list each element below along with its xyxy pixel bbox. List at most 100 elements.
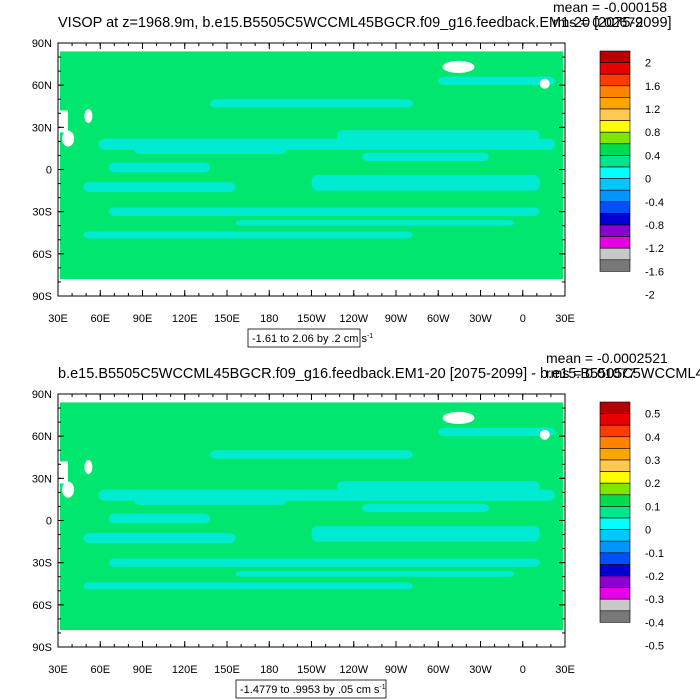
cyan-band — [235, 220, 515, 226]
x-tick-label: 120W — [339, 664, 368, 676]
x-tick-label: 90E — [133, 313, 153, 325]
panel-2-range-unit: -1 — [379, 684, 385, 691]
cyan-band — [108, 207, 540, 216]
colorbar-box — [599, 413, 631, 426]
colorbar-label: 2 — [645, 58, 651, 70]
svg-text:-1.4779 to .9953 by .05 cm s-1: -1.4779 to .9953 by .05 cm s-1 — [240, 684, 386, 696]
colorbar-label: -0.2 — [645, 571, 664, 583]
small-mask — [60, 461, 68, 484]
small-mask — [84, 109, 93, 124]
colorbar-box — [599, 575, 631, 588]
x-tick-label: 60W — [427, 664, 450, 676]
x-tick-label: 90W — [385, 313, 408, 325]
x-tick-label: 150E — [214, 664, 240, 676]
cyan-band — [362, 152, 489, 162]
cyan-band — [438, 427, 555, 437]
y-tick-label: 90N — [32, 389, 52, 401]
small-mask — [62, 130, 75, 147]
colorbar-label: -1.2 — [645, 243, 664, 255]
colorbar-label: -1.6 — [645, 266, 664, 278]
y-tick-label: 60N — [32, 431, 52, 443]
colorbar-box — [599, 459, 631, 472]
colorbar-box — [599, 598, 631, 612]
panel-1-title: VISOP at z=1968.9m, b.e15.B5505C5WCCML45… — [58, 15, 672, 31]
cyan-band — [362, 503, 489, 513]
colorbar-box — [599, 564, 631, 577]
cyan-band — [210, 99, 413, 108]
panel-2-map — [57, 393, 566, 648]
colorbar-box — [599, 62, 631, 75]
colorbar-label: 0 — [645, 525, 651, 537]
panel-1: VISOP at z=1968.9m, b.e15.B5505C5WCCML45… — [32, 0, 672, 348]
panel-2: b.e15.B5505C5WCCML45BGCR.f09_g16.feedbac… — [32, 350, 700, 699]
panel-1-yticks: 90N 60N 30N 0 30S 60S 90S — [32, 38, 565, 303]
colorbar-label: -0.4 — [645, 197, 664, 209]
panel-1-range-unit: -1 — [367, 333, 373, 340]
small-mask — [84, 460, 93, 475]
colorbar-box — [599, 482, 631, 496]
colorbar-label: 0.1 — [645, 501, 660, 513]
x-tick-label: 30W — [469, 313, 492, 325]
cyan-band — [311, 175, 540, 191]
y-tick-label: 0 — [46, 165, 52, 177]
panel-1-rms: rms = 0.02679 — [553, 14, 643, 30]
x-tick-label: 120W — [339, 313, 368, 325]
x-tick-label: 30E — [555, 664, 575, 676]
cyan-band — [83, 182, 236, 192]
small-mask — [62, 481, 75, 498]
colorbar-box — [599, 587, 631, 600]
colorbar-box — [599, 73, 631, 87]
colorbar-box — [599, 529, 631, 542]
cyan-band — [336, 481, 540, 493]
cyan-band — [235, 571, 515, 577]
colorbar-label: 0 — [645, 174, 651, 186]
greenland-mask — [442, 411, 475, 424]
colorbar-box — [599, 401, 631, 414]
cyan-band — [134, 144, 287, 155]
colorbar-box — [599, 236, 631, 249]
colorbar-label: -0.4 — [645, 617, 664, 629]
x-tick-label: 150E — [214, 313, 240, 325]
panel-2-title: b.e15.B5505C5WCCML45BGCR.f09_g16.feedbac… — [58, 366, 700, 382]
colorbar-box — [599, 506, 631, 519]
panel-2-range-box: -1.4779 to .9953 by .05 cm s-1 — [235, 679, 387, 699]
x-tick-label: 60W — [427, 313, 450, 325]
colorbar-box — [599, 424, 631, 438]
y-tick-label: 0 — [46, 516, 52, 528]
cyan-band — [83, 231, 413, 239]
cyan-band — [134, 495, 287, 506]
colorbar-box — [599, 552, 631, 565]
colorbar-box — [599, 97, 631, 110]
colorbar-label: 0.8 — [645, 127, 660, 139]
x-tick-label: 60E — [90, 313, 110, 325]
colorbar-box — [599, 108, 631, 121]
x-tick-label: 0 — [520, 664, 526, 676]
cyan-band — [108, 162, 211, 173]
panel-1-xticks: 30E 60E 90E 120E 150E 180 150W 120W 90W 60W 30W 0 30… — [48, 43, 575, 325]
y-tick-label: 90N — [32, 38, 52, 50]
colorbar-box — [599, 50, 631, 63]
panel-1-range-label: -1.61 to 2.06 by .2 cm s — [252, 333, 367, 345]
x-tick-label: 60E — [90, 664, 110, 676]
x-tick-label: 180 — [260, 664, 278, 676]
colorbar-box — [599, 436, 631, 449]
colorbar-label: -0.8 — [645, 220, 664, 232]
x-tick-label: 90E — [133, 664, 153, 676]
colorbar-box — [599, 259, 631, 272]
x-tick-label: 30W — [469, 664, 492, 676]
panel-1-mean: mean = -0.000158 — [553, 0, 667, 15]
small-mask — [539, 78, 550, 89]
colorbar-box — [599, 540, 631, 554]
x-tick-label: 120E — [172, 313, 198, 325]
y-tick-label: 60S — [32, 249, 52, 261]
colorbar-box — [599, 189, 631, 203]
colorbar-label: 1.6 — [645, 81, 660, 93]
x-tick-label: 180 — [260, 313, 278, 325]
colorbar-box — [599, 166, 631, 179]
colorbar-label: -2 — [645, 290, 655, 302]
y-tick-label: 60N — [32, 80, 52, 92]
colorbar-box — [599, 213, 631, 226]
cyan-band — [83, 582, 413, 590]
colorbar-box — [599, 201, 631, 214]
